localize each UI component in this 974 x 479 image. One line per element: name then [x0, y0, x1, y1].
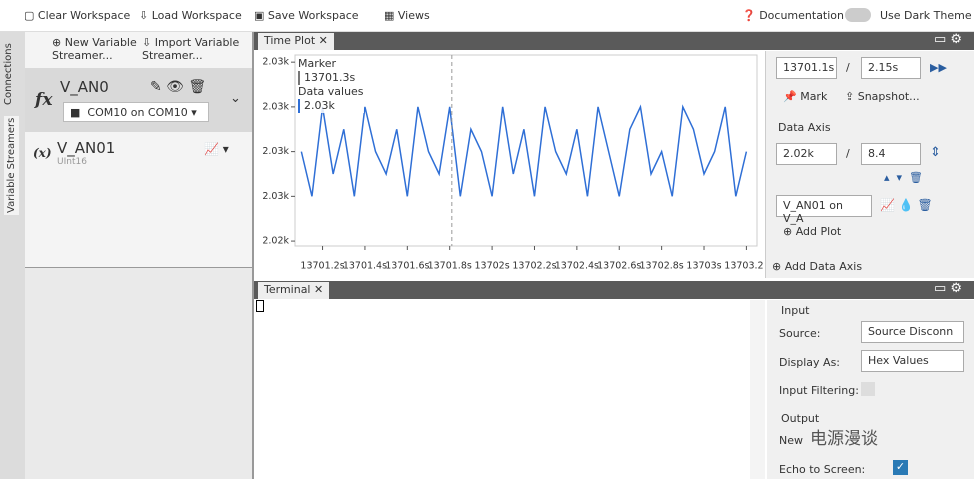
- y-tick-label: 2.03k: [262, 57, 289, 68]
- input[interactable]: 13701.1s: [776, 57, 837, 79]
- select[interactable]: Hex Values: [861, 350, 964, 372]
- checkbox[interactable]: [861, 382, 875, 396]
- add-axis-button[interactable]: ⊕ Add Data Axis: [772, 260, 863, 273]
- mark-button[interactable]: 📌 Mark: [783, 90, 828, 103]
- variable-name: V_AN0: [60, 78, 109, 96]
- y-tick-label: 2.03k: [262, 146, 289, 157]
- plot-header: [254, 32, 974, 50]
- x-tick-label: 13702.4s: [555, 261, 599, 272]
- label: COM10 on COM10: [87, 106, 188, 119]
- variable-name: V_AN01: [57, 139, 116, 157]
- icon: (x): [33, 146, 52, 160]
- icons[interactable]: ✎ 👁 🗑: [150, 79, 207, 95]
- window-buttons[interactable]: ▭ ⚙: [934, 32, 963, 47]
- field-label: Echo to Screen:: [779, 463, 866, 476]
- section-label: Input: [781, 304, 810, 317]
- icon[interactable]: ⇕: [930, 145, 941, 160]
- x-tick-label: 13703s: [686, 261, 721, 272]
- x-tick-label: 13702.6s: [597, 261, 641, 272]
- x-tick-label: 13702s: [475, 261, 510, 272]
- label: Views: [397, 9, 430, 22]
- separator: /: [846, 61, 850, 74]
- tooltip-title: Marker: [298, 57, 337, 70]
- plot-frame: [294, 54, 758, 247]
- tooltip-time: 13701.3s: [298, 71, 364, 85]
- label: Import Variable Streamer...: [142, 36, 240, 62]
- select[interactable]: Source Disconn: [861, 321, 964, 343]
- section-label: Data Axis: [778, 121, 831, 134]
- toolbar-button[interactable]: ▢ Clear Workspace: [24, 9, 131, 22]
- toolbar: [0, 0, 974, 32]
- label: Terminal: [264, 283, 311, 296]
- toggle[interactable]: [845, 8, 871, 22]
- field-label: Input Filtering:: [779, 384, 859, 397]
- icons[interactable]: 📈 💧 🗑: [880, 198, 933, 212]
- separator: /: [846, 147, 850, 160]
- label: Snapshot...: [857, 90, 920, 103]
- x-tick-label: 13701.2s: [300, 261, 344, 272]
- field-label: Display As:: [779, 356, 841, 369]
- side-tab[interactable]: Connections: [3, 43, 14, 105]
- x-tick-label: 13702.2s: [512, 261, 556, 272]
- import-button[interactable]: ⇩ Import Variable Streamer...: [142, 36, 240, 62]
- x-tick-label: 13701.6s: [385, 261, 429, 272]
- checkbox[interactable]: ✓: [893, 460, 908, 475]
- toggle-label: Use Dark Theme: [880, 9, 972, 22]
- toolbar-button[interactable]: ⇩ Load Workspace: [139, 9, 242, 22]
- icon: fx: [35, 90, 53, 110]
- x-tick-label: 13703.2s: [724, 261, 763, 272]
- add-plot-button[interactable]: ⊕ Add Plot: [783, 225, 842, 238]
- side-tab[interactable]: Variable Streamers: [4, 115, 19, 215]
- x-tick-label: 13701.8s: [428, 261, 472, 272]
- y-tick-label: 2.02k: [262, 236, 289, 247]
- x-tick-label: 13701.4s: [343, 261, 387, 272]
- label: Load Workspace: [151, 9, 242, 22]
- toolbar-button[interactable]: ▦ Views: [384, 9, 430, 22]
- icons[interactable]: 📈 ▾: [204, 142, 229, 156]
- terminal-header: [254, 281, 974, 299]
- input[interactable]: 2.15s: [861, 57, 921, 79]
- label: Clear Workspace: [37, 9, 131, 22]
- icon[interactable]: ▶▶: [930, 61, 947, 74]
- new-button[interactable]: ⊕ New Variable Streamer...: [52, 36, 137, 62]
- label: Add Data Axis: [784, 260, 863, 273]
- label: Mark: [800, 90, 828, 103]
- help-link[interactable]: ❓ Documentation: [742, 9, 845, 22]
- window-buttons[interactable]: ▭ ⚙: [934, 281, 963, 296]
- icons[interactable]: ▴ ▾ 🗑: [884, 171, 923, 184]
- label: Add Plot: [795, 225, 842, 238]
- plot-tab[interactable]: Time Plot ✕: [258, 33, 334, 50]
- section-label: Output: [781, 412, 820, 425]
- cursor: [256, 300, 264, 312]
- toolbar-button[interactable]: ▣ Save Workspace: [254, 9, 359, 22]
- field-label: Source:: [779, 327, 821, 340]
- watermark: 电源漫谈: [810, 429, 878, 449]
- y-tick-label: 2.03k: [262, 191, 289, 202]
- tooltip-title: Data values: [298, 85, 364, 98]
- tooltip-value: 2.03k: [298, 99, 364, 113]
- plot: 2.02k 2.03k 2.03k 2.03k 2.03k 13701.2s13701.4…: [262, 54, 763, 272]
- scrollbar[interactable]: [750, 300, 765, 479]
- field-label: New: [779, 434, 803, 447]
- signal-line: [300, 104, 748, 197]
- marker-tooltip: Marker 13701.3s Data values 2.03k: [298, 57, 364, 113]
- snapshot-button[interactable]: ⇪ Snapshot...: [845, 90, 920, 103]
- select[interactable]: V_AN01 on V_A: [776, 195, 872, 225]
- x-tick-label: 13702.8s: [640, 261, 684, 272]
- variable-type: UInt16: [57, 157, 87, 167]
- label: Save Workspace: [267, 9, 359, 22]
- port-select[interactable]: ■ COM10 on COM10 ▾: [63, 102, 209, 122]
- label: Time Plot: [264, 34, 316, 47]
- y-tick-label: 2.03k: [262, 101, 289, 112]
- chevron[interactable]: ⌄: [230, 91, 241, 106]
- input[interactable]: 8.4: [861, 143, 921, 165]
- terminal-tab[interactable]: Terminal ✕: [258, 282, 330, 299]
- input[interactable]: 2.02k: [776, 143, 837, 165]
- label: New Variable Streamer...: [52, 36, 137, 62]
- label: Documentation: [759, 9, 845, 22]
- side-bar: [0, 32, 25, 479]
